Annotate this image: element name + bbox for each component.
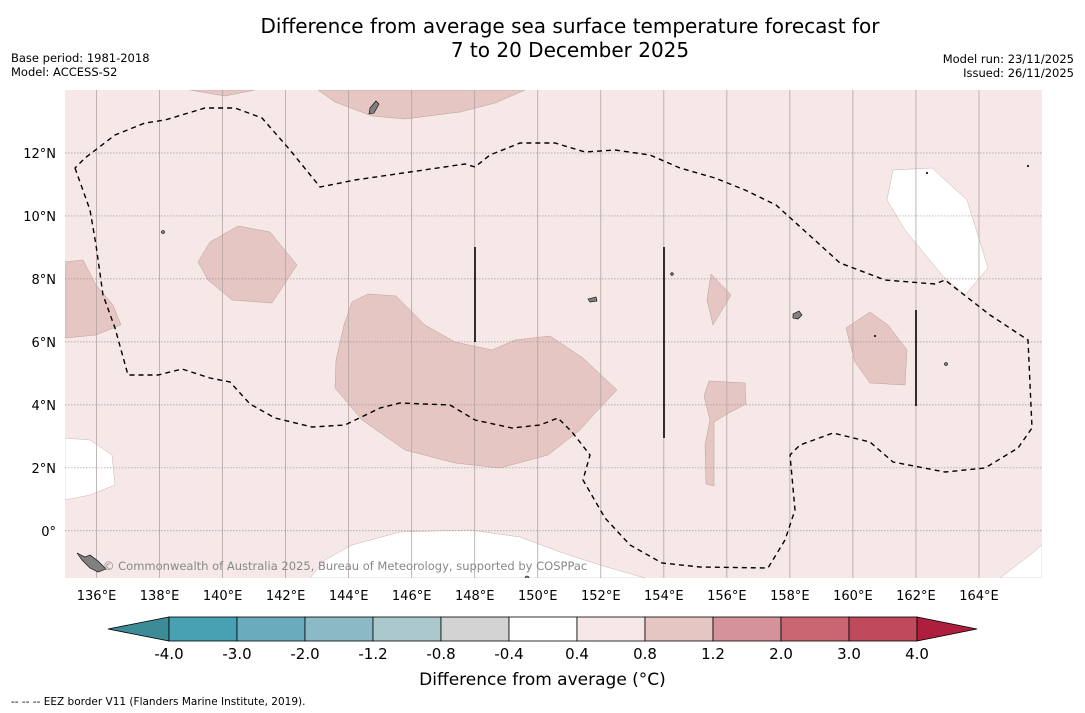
warm-region [65,259,122,339]
meta-right: Model run: 23/11/2025 Issued: 26/11/2025 [943,52,1074,80]
island-dot [670,272,674,276]
lat-tick-label: 12°N [23,147,56,162]
lon-tick-label: 162°E [896,589,936,604]
model-name: Model: ACCESS-S2 [11,65,118,79]
model-run: Model run: 23/11/2025 [942,52,1074,66]
meta-left: Base period: 1981-2018 Model: ACCESS-S2 [11,51,150,79]
eez-border [74,107,1033,569]
colorbar [107,616,978,642]
latitude-labels: 0° 2°N 4°N 6°N 8°N 10°N 12°N [23,147,56,540]
map-credit: © Commonwealth of Australia 2025, Bureau… [103,559,587,573]
colorbar-segment [712,616,782,642]
warm-region [334,293,618,469]
neutral-regions [65,167,1042,578]
lon-tick-label: 154°E [644,589,684,604]
colorbar-segment [644,616,714,642]
colorbar-tick-label: -1.2 [358,645,387,663]
colorbar-segment [780,616,850,642]
island-chuuk [587,296,598,303]
colorbar-tick-label: 2.0 [769,645,793,663]
lon-tick-label: 138°E [140,589,180,604]
neutral-region [999,544,1042,578]
lat-tick-label: 4°N [32,399,57,414]
lon-tick-label: 152°E [581,589,621,604]
colorbar-tick-label: 4.0 [905,645,929,663]
lon-tick-label: 146°E [392,589,432,604]
colorbar-segment [372,616,442,642]
warm-anomaly-regions [65,90,908,487]
colorbar-segment [440,616,510,642]
lon-tick-label: 158°E [770,589,810,604]
lon-tick-label: 144°E [329,589,369,604]
lat-tick-label: 2°N [32,462,57,477]
island-dot [161,230,165,234]
colorbar-tick-label: -0.4 [494,645,523,663]
colorbar-tick-label: -0.8 [426,645,455,663]
eez-line [74,107,1033,569]
colorbar-segment [576,616,646,642]
lon-tick-label: 140°E [203,589,243,604]
lon-tick-label: 156°E [707,589,747,604]
island-guam [368,100,380,115]
lon-tick-label: 148°E [455,589,495,604]
colorbar-tick-label: 0.8 [633,645,657,663]
colorbar-segment [304,616,374,642]
islands [76,100,1030,578]
warm-region [706,273,732,326]
island-dot [524,575,530,578]
colorbar-label: Difference from average (°C) [419,670,666,690]
neutral-region [309,529,646,578]
longitude-labels: 136°E 138°E 140°E 142°E 144°E 146°E 148°E 150°E… [77,589,999,604]
eez-footnote: -- -- -- EEZ border V11 (Flanders Marine… [11,696,306,708]
colorbar-segment [508,616,578,642]
island-dot [873,334,877,338]
warm-region [845,311,908,386]
title-line-1: Difference from average sea surface temp… [260,14,880,38]
colorbar-segment [848,616,918,642]
lat-tick-label: 10°N [23,210,56,225]
island-pohnpei [792,310,803,320]
issued-date: Issued: 26/11/2025 [963,66,1074,80]
colorbar-tick-label: 3.0 [837,645,861,663]
island-dot [944,362,948,366]
lon-tick-label: 136°E [77,589,117,604]
lat-tick-label: 0° [41,525,56,540]
warm-region [703,380,747,487]
island-png [76,552,107,573]
colorbar-tick-label: -3.0 [222,645,251,663]
lat-tick-label: 8°N [32,273,57,288]
colorbar-tick-label: -2.0 [290,645,319,663]
lon-tick-label: 142°E [266,589,306,604]
colorbar-segment [236,616,306,642]
colorbar-segment [168,616,238,642]
map-title: Difference from average sea surface temp… [170,14,970,62]
colorbar-tick-label: 1.2 [701,645,725,663]
colorbar-tick-labels: -4.0 -3.0 -2.0 -1.2 -0.8 -0.4 0.4 0.8 1.2 2.0 3.0 4… [154,645,929,663]
island-dot [925,171,929,175]
lon-tick-label: 164°E [959,589,999,604]
lat-tick-label: 6°N [32,336,57,351]
lon-tick-label: 150°E [518,589,558,604]
eez-segments [474,247,917,438]
island-dot [1026,164,1030,168]
colorbar-extend-low [107,616,170,642]
map-background [65,90,1042,578]
title-line-2: 7 to 20 December 2025 [450,38,690,62]
base-period: Base period: 1981-2018 [11,51,150,65]
colorbar-tick-label: -4.0 [154,645,183,663]
colorbar-extend-high [916,616,978,642]
neutral-region [65,437,116,501]
lon-tick-label: 160°E [833,589,873,604]
colorbar-tick-label: 0.4 [565,645,589,663]
